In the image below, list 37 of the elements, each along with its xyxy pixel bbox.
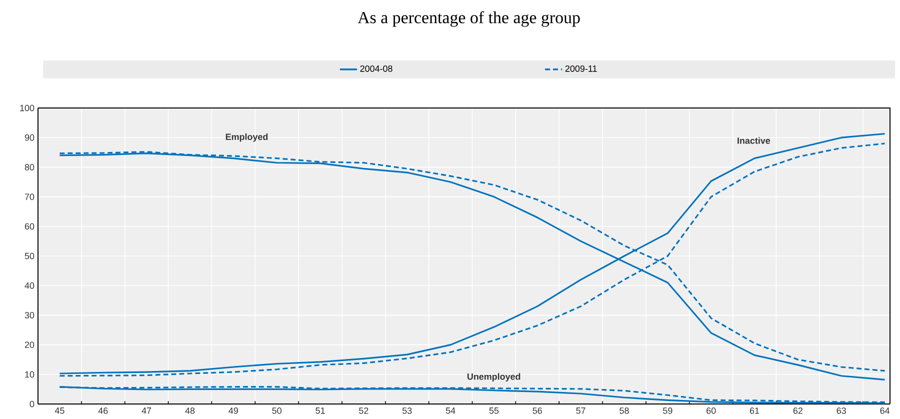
annotation: Inactive xyxy=(738,137,770,144)
x-tick-label: 45 xyxy=(54,408,64,414)
x-tick-label: 49 xyxy=(228,408,238,414)
x-tick-label: 54 xyxy=(446,408,456,414)
y-tick-label: 90 xyxy=(24,134,34,141)
x-tick-label: 50 xyxy=(272,408,282,414)
x-tick-label: 48 xyxy=(185,408,195,414)
y-tick-label: 0 xyxy=(30,400,34,408)
annotation: Unemployed xyxy=(467,373,520,382)
y-tick-label: 100 xyxy=(20,104,34,112)
x-tick-label: 59 xyxy=(663,408,672,414)
y-tick-label: 30 xyxy=(24,312,34,318)
x-tick-label: 53 xyxy=(402,408,412,414)
y-tick-label: 60 xyxy=(24,223,34,230)
y-tick-label: 20 xyxy=(24,342,34,348)
x-tick-label: 52 xyxy=(359,408,368,414)
x-tick-label: 63 xyxy=(836,408,846,414)
legend-label: 2009-11 xyxy=(565,65,597,72)
y-tick-label: 70 xyxy=(24,194,34,200)
x-tick-label: 55 xyxy=(489,408,499,414)
y-tick-label: 50 xyxy=(24,252,34,260)
y-tick-label: 80 xyxy=(24,164,34,170)
y-tick-label: 40 xyxy=(24,282,34,289)
x-tick-label: 46 xyxy=(98,408,108,414)
x-tick-label: 47 xyxy=(142,408,152,414)
x-tick-label: 62 xyxy=(793,408,802,414)
x-tick-label: 61 xyxy=(750,408,760,414)
legend-label: 2004-08 xyxy=(360,65,392,72)
x-tick-label: 58 xyxy=(620,408,629,414)
x-tick-label: 64 xyxy=(880,408,890,414)
x-tick-label: 60 xyxy=(706,408,716,414)
x-tick-label: 57 xyxy=(576,408,586,414)
chart-title: As a percentage of the age group xyxy=(358,11,580,27)
y-tick-label: 10 xyxy=(25,371,34,378)
x-tick-label: 51 xyxy=(316,408,325,414)
x-tick-label: 56 xyxy=(532,408,542,414)
annotation: Employed xyxy=(226,133,268,142)
